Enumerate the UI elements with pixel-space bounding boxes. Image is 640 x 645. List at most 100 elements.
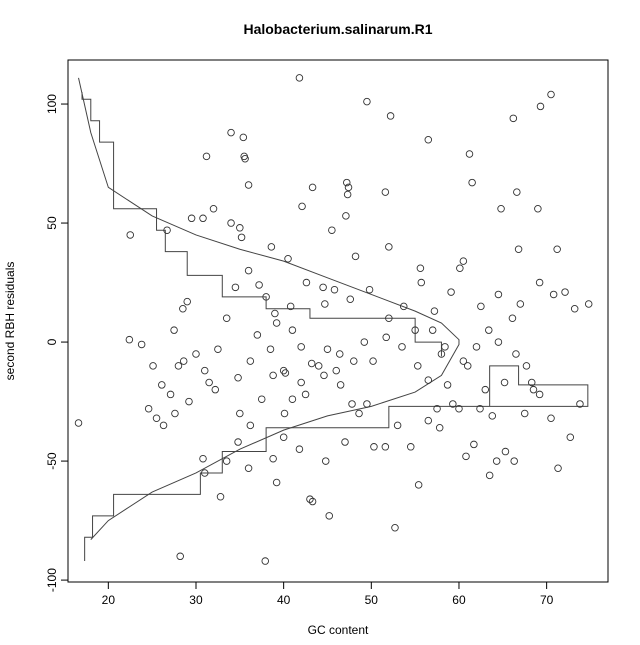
point xyxy=(536,102,545,111)
point xyxy=(216,493,225,501)
chart-title: Halobacterium.salinarum.R1 xyxy=(243,21,432,37)
point xyxy=(152,414,161,422)
point xyxy=(328,226,336,234)
point xyxy=(171,409,179,418)
point xyxy=(214,345,222,353)
point xyxy=(288,395,297,403)
point xyxy=(414,362,422,370)
point xyxy=(492,457,501,465)
point xyxy=(174,362,183,370)
point xyxy=(199,214,207,223)
point xyxy=(417,278,426,287)
point xyxy=(341,438,349,446)
point xyxy=(355,409,363,418)
x-tick-label: 70 xyxy=(540,593,554,607)
point xyxy=(246,421,255,430)
point xyxy=(437,350,446,358)
point xyxy=(365,285,374,294)
point xyxy=(255,281,263,289)
point xyxy=(500,378,509,387)
point xyxy=(158,381,166,389)
point xyxy=(512,350,520,358)
point xyxy=(470,440,478,449)
point xyxy=(170,326,178,334)
point xyxy=(192,350,200,358)
point xyxy=(343,190,352,199)
point xyxy=(465,150,474,158)
point xyxy=(343,178,351,187)
point xyxy=(301,390,310,399)
point xyxy=(485,326,493,334)
point xyxy=(199,454,207,463)
point xyxy=(211,385,220,394)
point xyxy=(527,378,536,387)
fit-line xyxy=(81,92,442,357)
point xyxy=(234,374,242,382)
point xyxy=(222,314,231,323)
point xyxy=(321,457,330,465)
point xyxy=(346,295,355,303)
y-tick-label: 0 xyxy=(45,338,59,345)
point xyxy=(501,447,510,456)
point xyxy=(381,188,390,196)
point xyxy=(185,397,193,406)
point xyxy=(295,74,304,82)
point xyxy=(566,433,575,442)
point xyxy=(576,400,584,408)
point xyxy=(513,188,521,196)
point xyxy=(424,416,433,425)
point xyxy=(336,381,345,389)
point xyxy=(269,371,277,380)
point xyxy=(363,400,371,408)
point xyxy=(385,314,393,323)
point xyxy=(227,128,235,137)
point xyxy=(534,205,542,213)
y-tick-label: -50 xyxy=(45,452,59,470)
point xyxy=(284,255,292,263)
point xyxy=(386,112,395,120)
point xyxy=(449,400,457,408)
point xyxy=(236,409,244,418)
point xyxy=(428,326,437,334)
point xyxy=(261,557,269,565)
point xyxy=(183,297,191,306)
point xyxy=(485,471,494,480)
point xyxy=(348,400,356,408)
point xyxy=(477,302,485,311)
point xyxy=(398,343,406,351)
point xyxy=(239,133,248,142)
point xyxy=(529,385,538,394)
point xyxy=(391,523,399,532)
point xyxy=(237,233,246,242)
point xyxy=(447,288,455,296)
point xyxy=(325,512,333,520)
point xyxy=(336,350,344,358)
point xyxy=(424,376,433,384)
point xyxy=(535,278,544,287)
point xyxy=(125,335,134,344)
point xyxy=(462,452,470,461)
point xyxy=(286,302,295,311)
x-tick-label: 30 xyxy=(189,593,203,607)
point xyxy=(298,202,306,211)
point xyxy=(253,331,262,339)
point xyxy=(307,359,316,368)
y-axis-label: second RBH residuals xyxy=(3,262,17,381)
point xyxy=(351,252,360,261)
point xyxy=(222,457,231,465)
point xyxy=(205,378,213,387)
point xyxy=(497,205,505,213)
point xyxy=(144,404,153,413)
point xyxy=(424,135,433,144)
point xyxy=(463,362,472,370)
point xyxy=(514,245,523,253)
x-tick-label: 60 xyxy=(452,593,466,607)
point xyxy=(262,293,270,301)
point xyxy=(244,181,253,189)
point xyxy=(297,378,305,387)
point xyxy=(330,285,339,294)
point xyxy=(231,283,240,292)
point xyxy=(535,390,544,399)
point xyxy=(488,412,497,420)
